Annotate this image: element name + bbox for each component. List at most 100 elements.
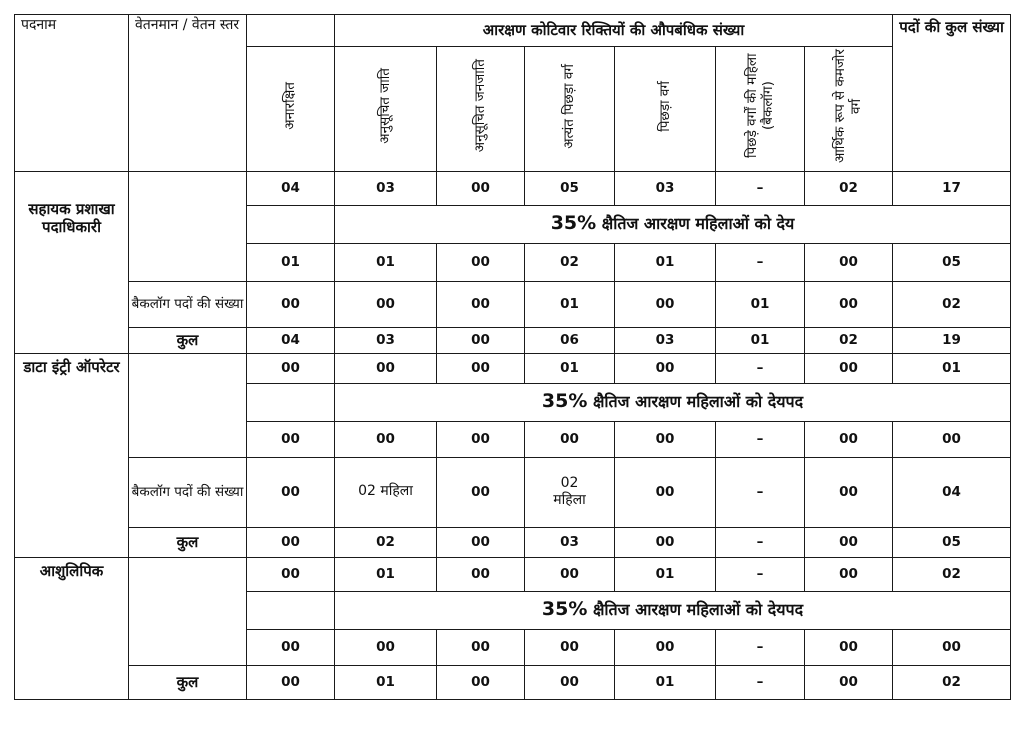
table-cell: 00 <box>246 664 335 700</box>
table-cell: 00 <box>614 420 716 458</box>
total-label: कुल <box>128 526 247 558</box>
table-cell: 02 <box>334 526 437 558</box>
table-cell: 01 <box>892 352 1012 384</box>
table-cell: 04 <box>246 326 335 354</box>
table-cell: 00 <box>246 280 335 328</box>
table-cell: 04 <box>892 456 1012 528</box>
table-cell: – <box>715 352 805 384</box>
table-cell: 19 <box>892 326 1012 354</box>
table-row: सहायक प्रशाखा पदाधिकारी 04 03 00 05 03 –… <box>14 170 1012 354</box>
table-cell: 02 महिला <box>524 456 615 528</box>
table-cell: 00 <box>803 556 894 592</box>
reservation-table: पदनाम वेतनमान / वेतन स्तर आरक्षण कोटिवार… <box>14 14 1012 700</box>
table-cell: 00 <box>614 352 716 384</box>
table-cell: 02 <box>524 242 615 282</box>
header-cat-st: अनुसूचित जनजाति <box>436 46 525 172</box>
pay-scale-cell <box>128 352 247 458</box>
header-cat-bc: पिछड़ा वर्ग <box>614 46 716 172</box>
table-cell <box>246 204 335 244</box>
table-cell: 01 <box>334 242 437 282</box>
total-row: कुल 00 02 00 03 00 – 00 05 <box>15 526 1012 558</box>
table-cell: 00 <box>803 456 894 528</box>
header-blank-cell <box>246 14 335 47</box>
table-row: 01 01 00 02 01 – 00 05 <box>15 242 1012 282</box>
table-cell: 00 <box>614 456 716 528</box>
table-cell: 01 <box>524 352 615 384</box>
table-cell: 03 <box>614 170 716 206</box>
table-cell: 00 <box>892 628 1012 666</box>
header-post: पदनाम <box>14 14 129 172</box>
table-cell: – <box>715 526 805 558</box>
table-cell: 00 <box>614 280 716 328</box>
header-cat-sc: अनुसूचित जाति <box>334 46 437 172</box>
table-cell: 02 <box>892 664 1012 700</box>
table-row: आशुलिपिक 00 01 00 00 01 – 00 02 <box>14 556 1012 700</box>
header-pay-scale: वेतनमान / वेतन स्तर <box>128 14 247 172</box>
header-cat-ebc: अत्यंत पिछड़ा वर्ग <box>524 46 615 172</box>
table-cell: 00 <box>436 526 525 558</box>
table-cell: 00 <box>246 526 335 558</box>
table-cell: 17 <box>892 170 1012 206</box>
table-row: डाटा इंट्री ऑपरेटर 00 00 00 01 00 – 00 0… <box>14 352 1012 558</box>
table-cell: 00 <box>436 664 525 700</box>
table-cell: 00 <box>803 628 894 666</box>
horizontal-reservation-note: 35% क्षैतिज आरक्षण महिलाओं को देय <box>333 204 1012 244</box>
horizontal-reservation-note: 35% क्षैतिज आरक्षण महिलाओं को देयपद <box>333 382 1012 422</box>
header-cat-ews: आर्थिक रूप से कमजोर वर्ग <box>803 46 894 172</box>
table-cell: 00 <box>246 456 335 528</box>
table-cell: 00 <box>803 280 894 328</box>
table-cell: 05 <box>892 242 1012 282</box>
table-cell: 00 <box>803 352 894 384</box>
table-cell: 00 <box>334 352 437 384</box>
table-cell: 01 <box>334 556 437 592</box>
table-cell: 00 <box>524 420 615 458</box>
table-cell: – <box>715 628 805 666</box>
table-cell: 01 <box>715 280 805 328</box>
table-row: 00 00 00 00 00 – 00 00 <box>15 628 1012 666</box>
table-cell: – <box>715 556 805 592</box>
table-cell: 03 <box>334 326 437 354</box>
table-cell: 02 <box>803 326 894 354</box>
table-cell: 05 <box>892 526 1012 558</box>
table-cell: 03 <box>614 326 716 354</box>
table-cell: 03 <box>334 170 437 206</box>
post-name: सहायक प्रशाखा पदाधिकारी <box>14 170 129 354</box>
total-label: कुल <box>128 326 247 354</box>
header-cat-unreserved: अनारक्षित <box>246 46 335 172</box>
total-label: कुल <box>128 664 247 700</box>
table-cell: 00 <box>436 456 525 528</box>
header-total-posts: पदों की कुल संख्या <box>892 14 1012 172</box>
table-row: बैकलॉग पदों की संख्या 00 02 महिला 00 02 … <box>15 456 1012 528</box>
table-cell: 00 <box>803 242 894 282</box>
table-cell <box>246 382 335 422</box>
post-name: डाटा इंट्री ऑपरेटर <box>14 352 129 558</box>
table-cell: 00 <box>803 526 894 558</box>
table-cell: 00 <box>524 556 615 592</box>
post-name: आशुलिपिक <box>14 556 129 700</box>
table-cell: 03 <box>524 526 615 558</box>
table-row: बैकलॉग पदों की संख्या 00 00 00 01 00 01 … <box>15 280 1012 328</box>
table-cell: 00 <box>246 352 335 384</box>
table-cell: 05 <box>524 170 615 206</box>
table-cell: 00 <box>334 280 437 328</box>
table-cell: 02 <box>892 280 1012 328</box>
table-cell <box>246 590 335 630</box>
table-cell: 04 <box>246 170 335 206</box>
backlog-label: बैकलॉग पदों की संख्या <box>128 456 247 528</box>
total-row: कुल 00 01 00 00 01 – 00 02 <box>15 664 1012 700</box>
table-cell: 01 <box>524 280 615 328</box>
pay-scale-cell <box>128 556 247 666</box>
table-cell: 00 <box>246 420 335 458</box>
table-cell: 00 <box>892 420 1012 458</box>
table-cell: 00 <box>334 420 437 458</box>
table-cell: 00 <box>246 628 335 666</box>
table-cell: 06 <box>524 326 615 354</box>
pay-scale-cell <box>128 170 247 282</box>
table-cell: 00 <box>436 242 525 282</box>
total-row: कुल 04 03 00 06 03 01 02 19 <box>15 326 1012 354</box>
table-cell: 00 <box>436 628 525 666</box>
table-cell: 01 <box>614 556 716 592</box>
table-cell: 00 <box>803 664 894 700</box>
table-cell: – <box>715 170 805 206</box>
table-cell: 02 महिला <box>334 456 437 528</box>
